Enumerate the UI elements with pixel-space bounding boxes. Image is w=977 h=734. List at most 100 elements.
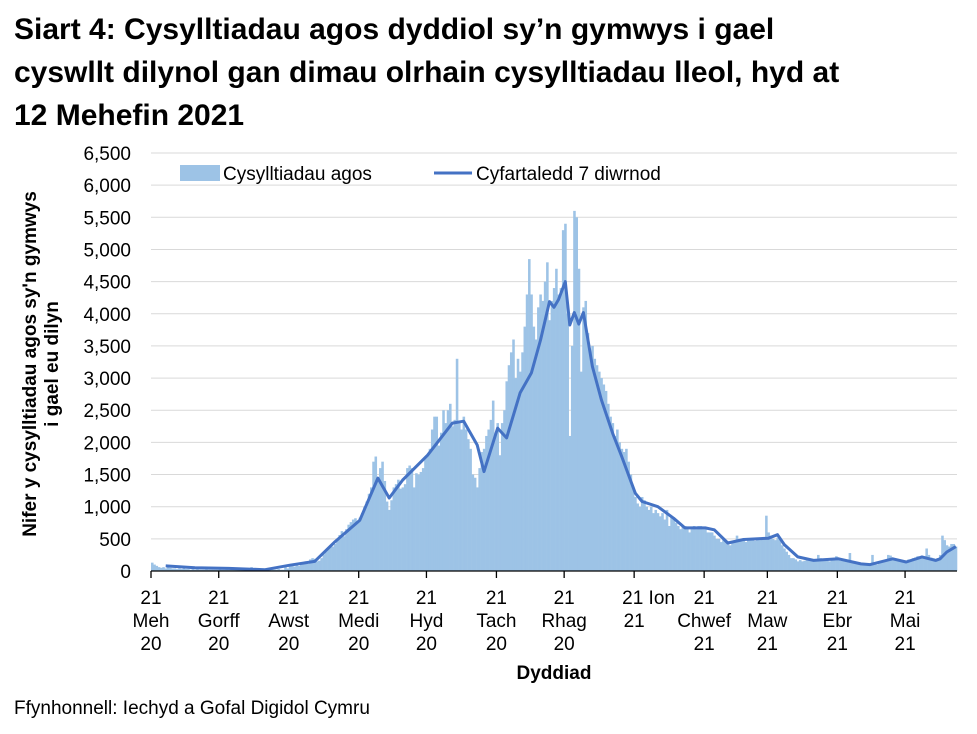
bar — [636, 503, 639, 571]
bar — [733, 540, 737, 571]
bar — [315, 561, 319, 571]
bar — [747, 538, 750, 571]
bar — [588, 352, 592, 571]
bar — [451, 426, 454, 571]
bar — [187, 569, 190, 571]
bar — [645, 506, 648, 571]
x-tick-label: 21 — [486, 588, 507, 609]
bar — [455, 358, 459, 571]
x-tick-label: Chwef — [677, 611, 732, 632]
bar — [458, 423, 461, 571]
bar — [945, 545, 949, 571]
bar — [627, 461, 630, 571]
bar — [532, 326, 536, 571]
title-line: cyswllt dilynol gan dimau olrhain cysyll… — [14, 56, 840, 89]
bar — [320, 558, 323, 571]
bar — [688, 532, 691, 571]
bar — [954, 546, 958, 571]
bar — [155, 565, 159, 571]
bar — [173, 568, 177, 571]
bar — [555, 268, 558, 571]
bar — [771, 538, 775, 571]
bar — [570, 345, 574, 571]
bar — [171, 568, 174, 571]
bar — [390, 500, 393, 571]
bar — [297, 565, 301, 571]
bar — [864, 563, 867, 571]
bar — [649, 506, 653, 571]
bar — [363, 506, 366, 571]
bar — [713, 535, 716, 571]
bar — [528, 259, 531, 571]
bar — [360, 513, 364, 571]
bar — [807, 559, 811, 571]
bar — [435, 416, 439, 571]
y-tick-label: 4,500 — [83, 273, 131, 294]
bar — [196, 569, 199, 571]
bar — [604, 390, 608, 571]
bar — [850, 561, 854, 571]
bar — [634, 497, 637, 571]
bar — [877, 562, 881, 571]
bar — [796, 561, 800, 571]
bar — [415, 473, 418, 571]
bar — [401, 487, 405, 571]
bar — [769, 535, 773, 571]
bar — [805, 558, 809, 571]
bar — [774, 540, 777, 571]
bar — [670, 516, 673, 571]
bar — [381, 461, 384, 571]
bar — [428, 448, 432, 571]
bar — [293, 566, 296, 571]
bar — [857, 563, 861, 571]
bar — [349, 522, 353, 571]
bar — [406, 468, 409, 571]
bar — [677, 525, 680, 571]
bar — [476, 487, 479, 571]
bar — [230, 569, 233, 571]
y-tick-label: 6,000 — [83, 176, 131, 197]
bar — [327, 548, 330, 571]
bar — [862, 564, 865, 571]
bar — [166, 566, 170, 571]
bar — [184, 569, 188, 571]
bar — [419, 471, 423, 571]
bar — [616, 429, 619, 571]
x-tick-label: 21 — [416, 588, 437, 609]
x-tick-label: Maw — [747, 611, 787, 632]
bar — [388, 509, 391, 571]
bar — [169, 567, 172, 571]
bar — [539, 294, 542, 571]
bar — [329, 545, 332, 571]
y-tick-label: 2,500 — [83, 401, 131, 422]
bar — [837, 559, 840, 571]
bar — [710, 532, 714, 571]
bar — [658, 516, 662, 571]
x-tick-label: 21 — [554, 588, 575, 609]
bar — [439, 432, 443, 571]
bar — [758, 540, 761, 571]
bar — [783, 548, 786, 571]
bar — [295, 563, 299, 571]
legend-bar-swatch — [180, 165, 220, 181]
bar — [403, 484, 407, 571]
bar — [284, 567, 287, 571]
x-tick-label: 21 — [694, 588, 715, 609]
bar — [909, 560, 913, 571]
bar — [552, 288, 556, 571]
legend-label: Cyfartaledd 7 diwrnod — [476, 164, 661, 185]
bar — [333, 543, 337, 571]
bar — [304, 561, 308, 571]
bar — [525, 294, 529, 571]
bar — [844, 561, 847, 571]
bar — [543, 281, 547, 571]
y-tick-label: 4,000 — [83, 305, 131, 326]
bar — [663, 519, 667, 571]
x-tick-label: Ebr — [823, 611, 853, 632]
bar — [453, 419, 457, 571]
bar — [643, 500, 646, 571]
bar — [830, 558, 834, 571]
bar — [473, 477, 477, 571]
x-tick-label: 20 — [348, 634, 369, 655]
bar — [661, 513, 664, 571]
